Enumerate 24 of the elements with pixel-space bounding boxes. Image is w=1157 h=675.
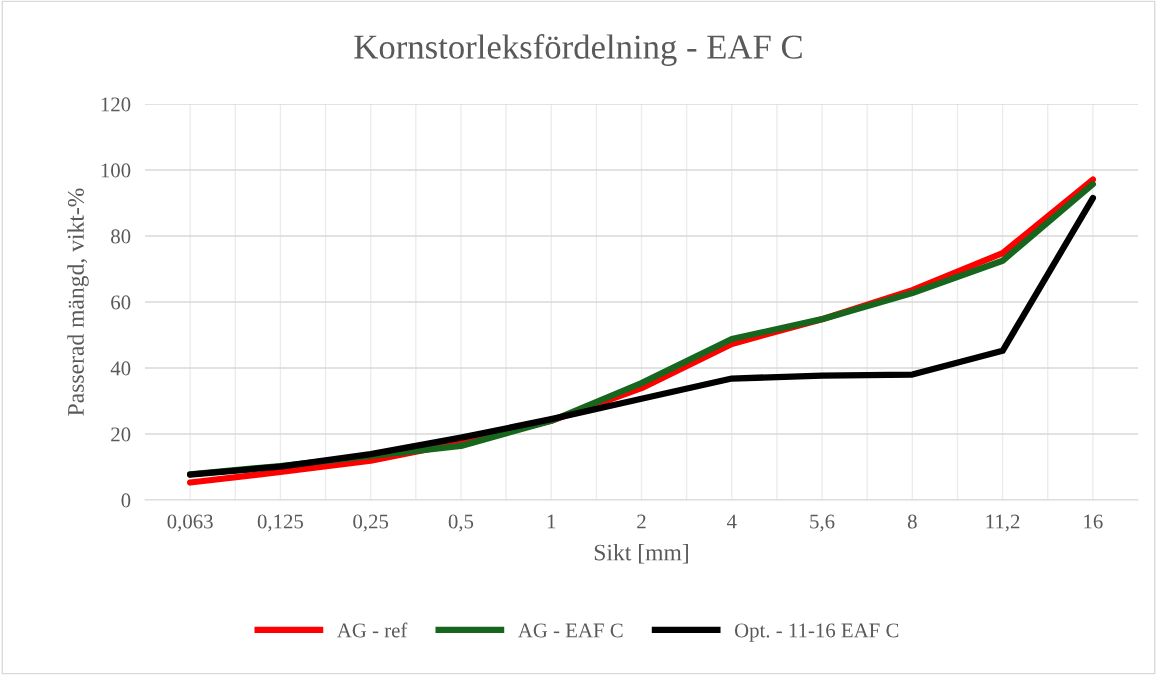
x-tick-label: 8: [907, 514, 917, 529]
x-tick-label: 16: [1084, 514, 1103, 529]
y-tick-label: 120: [101, 97, 131, 112]
x-tick-label: 2: [637, 514, 646, 529]
y-tick-label: 80: [111, 229, 131, 244]
y-tick-label: 20: [111, 427, 131, 442]
legend-label: AG - EAF C: [517, 623, 623, 638]
x-axis-title: Sikt [mm]: [594, 543, 688, 564]
x-tick-label: 0,5: [448, 514, 474, 532]
y-tick-label: 100: [101, 163, 131, 178]
x-tick-label: 0,25: [353, 514, 389, 532]
x-tick-label: 1: [547, 514, 556, 529]
x-tick-label: 4: [726, 514, 737, 529]
x-tick-label: 5,6: [810, 514, 835, 532]
x-tick-label: 0,125: [257, 514, 304, 532]
y-tick-label: 40: [110, 361, 131, 376]
legend-label: AG - ref: [336, 622, 408, 638]
chart-title: Kornstorleksfördelning - EAF C: [354, 34, 802, 66]
y-tick-label: 0: [121, 493, 131, 508]
x-tick-label: 0,063: [167, 514, 213, 532]
y-axis-title: Passerad mängd, vikt-%: [67, 188, 89, 416]
x-tick-label: 11,2: [986, 514, 1020, 532]
legend-label: Opt. - 11-16 EAF C: [734, 623, 899, 642]
y-tick-label: 60: [111, 295, 131, 310]
